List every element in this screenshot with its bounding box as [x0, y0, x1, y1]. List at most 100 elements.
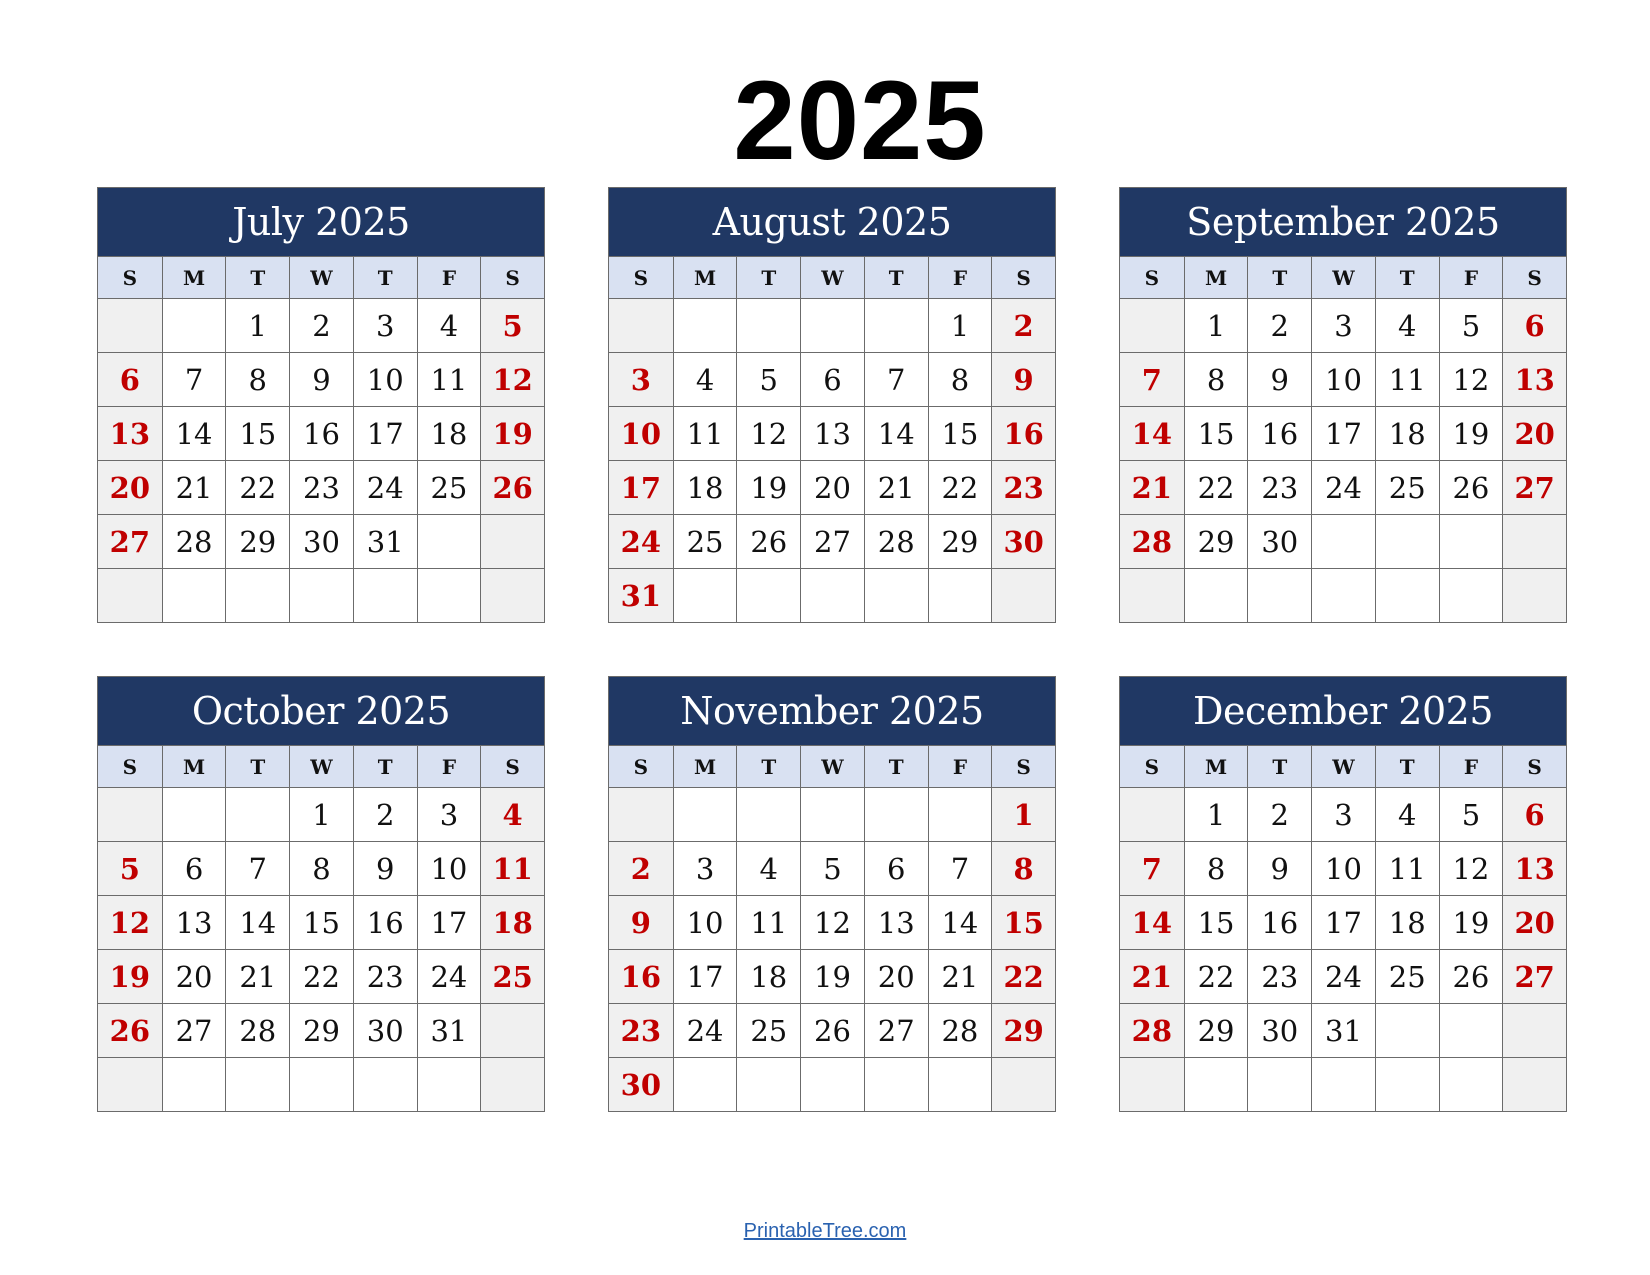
- day-cell: 4: [416, 298, 481, 352]
- day-cell: 16: [991, 406, 1055, 460]
- day-cell: 23: [991, 460, 1055, 514]
- day-cell: 14: [863, 406, 928, 460]
- day-grid: 1 2 3 4 5 6 7 8 9 10 11 12 13 14 15 16 17 18 19 20 21 22 23 24 2…: [1120, 298, 1566, 622]
- empty-cell: [1438, 1057, 1503, 1111]
- footer: PrintableTree.com: [0, 1220, 1650, 1243]
- day-cell: 4: [1374, 298, 1439, 352]
- day-cell: 21: [863, 460, 928, 514]
- day-cell: 24: [1311, 949, 1375, 1003]
- empty-cell: [1120, 787, 1184, 841]
- empty-cell: [352, 1057, 417, 1111]
- day-cell: 5: [1438, 298, 1503, 352]
- day-cell: 7: [161, 352, 226, 406]
- empty-cell: [98, 787, 162, 841]
- day-cell: 31: [416, 1003, 481, 1057]
- day-cell: 8: [289, 841, 353, 895]
- empty-cell: [609, 787, 673, 841]
- day-cell: 3: [1311, 787, 1375, 841]
- day-cell: 8: [991, 841, 1055, 895]
- day-cell: 29: [991, 1003, 1055, 1057]
- day-cell: 23: [1247, 460, 1312, 514]
- weekday-label: T: [863, 745, 928, 787]
- day-cell: 8: [927, 352, 992, 406]
- empty-cell: [1502, 514, 1566, 568]
- weekday-label: F: [416, 256, 481, 298]
- day-cell: 4: [736, 841, 801, 895]
- weekday-label: T: [1374, 256, 1439, 298]
- day-cell: 1: [225, 298, 290, 352]
- empty-cell: [225, 787, 290, 841]
- empty-cell: [1374, 568, 1439, 622]
- day-cell: 25: [416, 460, 481, 514]
- day-cell: 4: [672, 352, 737, 406]
- day-cell: 16: [289, 406, 353, 460]
- day-cell: 18: [736, 949, 801, 1003]
- day-cell: 1: [289, 787, 353, 841]
- empty-cell: [991, 1057, 1055, 1111]
- empty-cell: [1502, 1057, 1566, 1111]
- empty-cell: [1438, 514, 1503, 568]
- month-calendar: July 2025 S M T W T F S 1 2 3 4 5 6 7 8 9 10 11 12 13 14 15 16 1…: [97, 187, 545, 623]
- weekday-label: S: [98, 256, 162, 298]
- empty-cell: [1374, 514, 1439, 568]
- empty-cell: [98, 1057, 162, 1111]
- day-cell: 27: [1502, 949, 1566, 1003]
- empty-cell: [863, 787, 928, 841]
- day-cell: 11: [1374, 841, 1439, 895]
- day-cell: 19: [98, 949, 162, 1003]
- day-cell: 1: [1183, 298, 1248, 352]
- weekday-label: S: [609, 256, 673, 298]
- day-cell: 22: [1183, 949, 1248, 1003]
- weekday-label: T: [863, 256, 928, 298]
- empty-cell: [927, 1057, 992, 1111]
- empty-cell: [1183, 568, 1248, 622]
- day-cell: 12: [800, 895, 864, 949]
- day-cell: 10: [672, 895, 737, 949]
- empty-cell: [927, 787, 992, 841]
- day-cell: 12: [736, 406, 801, 460]
- day-cell: 2: [991, 298, 1055, 352]
- day-cell: 3: [672, 841, 737, 895]
- day-cell: 13: [1502, 841, 1566, 895]
- day-cell: 21: [1120, 949, 1184, 1003]
- empty-cell: [736, 568, 801, 622]
- weekday-label: W: [1311, 745, 1375, 787]
- day-cell: 6: [1502, 298, 1566, 352]
- day-cell: 22: [991, 949, 1055, 1003]
- day-cell: 25: [672, 514, 737, 568]
- empty-cell: [416, 1057, 481, 1111]
- day-cell: 15: [927, 406, 992, 460]
- day-cell: 20: [1502, 406, 1566, 460]
- weekday-label: S: [991, 256, 1055, 298]
- day-cell: 10: [609, 406, 673, 460]
- weekday-label: M: [161, 745, 226, 787]
- day-cell: 30: [609, 1057, 673, 1111]
- day-cell: 18: [1374, 406, 1439, 460]
- day-cell: 9: [609, 895, 673, 949]
- day-cell: 17: [352, 406, 417, 460]
- weekday-label: W: [1311, 256, 1375, 298]
- day-cell: 10: [1311, 352, 1375, 406]
- empty-cell: [1502, 1003, 1566, 1057]
- day-cell: 17: [672, 949, 737, 1003]
- day-cell: 15: [1183, 406, 1248, 460]
- empty-cell: [927, 568, 992, 622]
- empty-cell: [1120, 568, 1184, 622]
- empty-cell: [1374, 1003, 1439, 1057]
- day-cell: 8: [225, 352, 290, 406]
- weekday-label: W: [800, 745, 864, 787]
- day-cell: 28: [863, 514, 928, 568]
- weekday-label: T: [1374, 745, 1439, 787]
- day-cell: 2: [352, 787, 417, 841]
- empty-cell: [1311, 1057, 1375, 1111]
- day-grid: 1 2 3 4 5 6 7 8 9 10 11 12 13 14 15 16 17 18 19 20 21 22 23 24 2…: [98, 298, 544, 622]
- weekday-label: S: [480, 256, 544, 298]
- day-cell: 26: [480, 460, 544, 514]
- printabletree-link[interactable]: PrintableTree.com: [743, 1220, 907, 1242]
- day-cell: 12: [1438, 841, 1503, 895]
- day-cell: 5: [736, 352, 801, 406]
- day-cell: 20: [161, 949, 226, 1003]
